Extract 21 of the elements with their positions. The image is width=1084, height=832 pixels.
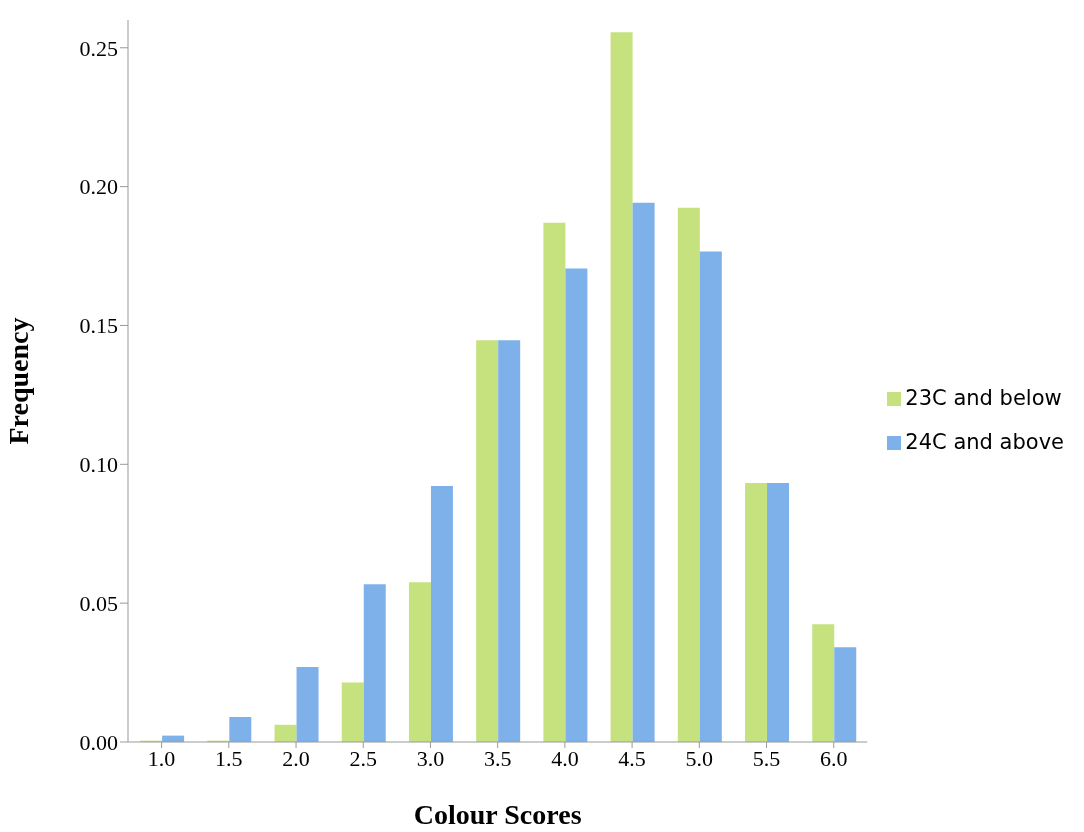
y-tick-label: 0.15 bbox=[79, 313, 118, 339]
y-tick-label: 0.00 bbox=[79, 729, 118, 755]
x-tick-label: 2.0 bbox=[282, 745, 310, 771]
x-tick-label: 6.0 bbox=[820, 745, 848, 771]
y-tick-label: 0.05 bbox=[79, 590, 118, 616]
x-tick-label: 4.0 bbox=[551, 745, 579, 771]
y-axis-title: Frequency bbox=[2, 317, 34, 445]
x-tick-label: 3.0 bbox=[416, 745, 445, 771]
x-tick-label: 4.5 bbox=[618, 745, 646, 771]
x-tick-label: 1.0 bbox=[147, 745, 176, 771]
legend-label: 24C and above bbox=[905, 430, 1064, 454]
x-tick-label: 3.5 bbox=[483, 745, 512, 771]
x-tick-label: 5.5 bbox=[752, 745, 781, 771]
y-tick-label: 0.25 bbox=[79, 35, 118, 61]
x-tick-label: 5.0 bbox=[685, 745, 714, 771]
legend-label: 23C and below bbox=[905, 386, 1062, 410]
y-tick-label: 0.20 bbox=[79, 174, 118, 200]
x-tick-label: 2.5 bbox=[349, 745, 377, 771]
x-axis-title: Colour Scores bbox=[413, 799, 582, 830]
y-tick-label: 0.10 bbox=[79, 452, 118, 478]
x-tick-label: 1.5 bbox=[215, 745, 243, 771]
